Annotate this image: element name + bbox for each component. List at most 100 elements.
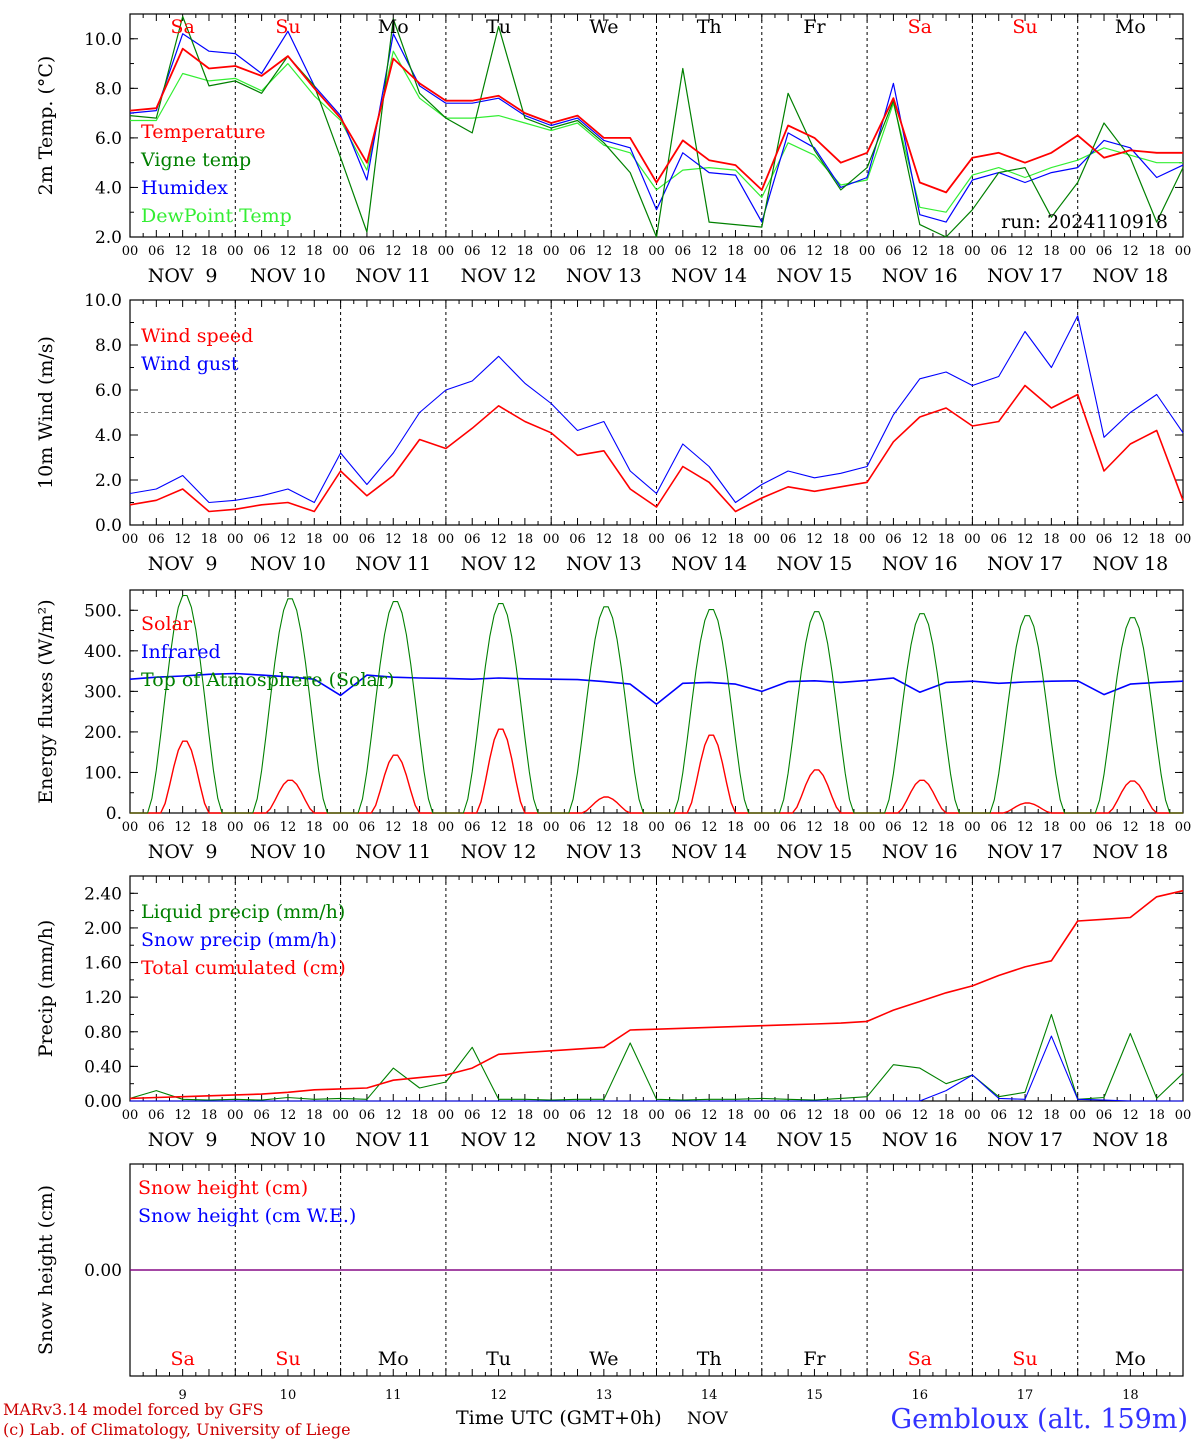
hour-label: 18 xyxy=(833,820,850,835)
date-label: NOV 10 xyxy=(250,553,326,575)
date-label: NOV 18 xyxy=(1092,553,1168,575)
hour-label: 00 xyxy=(122,820,139,835)
date-label: NOV 11 xyxy=(355,841,431,863)
hour-label: 06 xyxy=(1096,1108,1113,1123)
legend-entry: Top of Atmosphere (Solar) xyxy=(141,669,394,691)
hour-label: 18 xyxy=(306,244,323,259)
legend-entry: Vigne temp xyxy=(140,149,251,171)
hour-label: 06 xyxy=(885,820,902,835)
date-label: NOV 13 xyxy=(566,553,642,575)
hour-label: 00 xyxy=(859,532,876,547)
panel-1: 2.0 4.0 6.0 8.0 10.0 2m Temp. (°C) Temperature… xyxy=(35,13,1191,287)
y-tick-label: 0.0 xyxy=(95,516,122,536)
hour-label: 18 xyxy=(517,820,534,835)
legend-entry: Solar xyxy=(141,613,193,635)
hour-label: 06 xyxy=(675,532,692,547)
hour-label: 12 xyxy=(174,1108,191,1123)
hour-label: 18 xyxy=(1148,244,1165,259)
series-line-infrared xyxy=(129,672,1184,706)
hour-label: 06 xyxy=(780,532,797,547)
y-tick-label: 0.80 xyxy=(84,1023,122,1043)
hour-label: 12 xyxy=(701,244,718,259)
hour-label: 18 xyxy=(622,244,639,259)
hour-label: 18 xyxy=(306,820,323,835)
hour-label: 00 xyxy=(648,1108,665,1123)
legend-entry: Snow height (cm) xyxy=(138,1177,308,1199)
hour-label: 18 xyxy=(306,532,323,547)
hour-label: 18 xyxy=(306,1108,323,1123)
hour-label: 06 xyxy=(675,820,692,835)
hour-label: 00 xyxy=(859,244,876,259)
hour-label: 00 xyxy=(648,244,665,259)
hour-label: 18 xyxy=(1043,244,1060,259)
date-label: NOV 12 xyxy=(461,1129,537,1151)
date-label: NOV 15 xyxy=(777,265,853,287)
hour-label: 12 xyxy=(911,1108,928,1123)
legend-entry: Temperature xyxy=(141,121,265,143)
hour-label: 18 xyxy=(727,244,744,259)
hour-label: 00 xyxy=(438,244,455,259)
y-axis-label: 2m Temp. (°C) xyxy=(35,56,57,196)
hour-label: 06 xyxy=(148,532,165,547)
hour-label: 00 xyxy=(1175,1108,1192,1123)
date-label: NOV 18 xyxy=(1092,841,1168,863)
hour-label: 00 xyxy=(543,820,560,835)
y-tick-label: 8.0 xyxy=(95,336,122,356)
hour-label: 18 xyxy=(938,820,955,835)
date-label: NOV 12 xyxy=(461,265,537,287)
series-line-liquid-precip-mm-h xyxy=(129,1013,1184,1101)
hour-label: 00 xyxy=(122,1108,139,1123)
hour-label: 18 xyxy=(1148,532,1165,547)
hour-label: 12 xyxy=(1122,820,1139,835)
hour-label: 00 xyxy=(964,244,981,259)
hour-label: 00 xyxy=(754,1108,771,1123)
legend-entry: Humidex xyxy=(141,177,228,199)
hour-label: 00 xyxy=(543,532,560,547)
hour-label: 12 xyxy=(911,820,928,835)
date-label: NOV 18 xyxy=(1092,1129,1168,1151)
plot-frame xyxy=(129,589,1184,814)
x-axis-title: Time UTC (GMT+0h) xyxy=(456,1407,662,1429)
y-tick-label: 0.00 xyxy=(84,1092,122,1112)
hour-label: 12 xyxy=(174,820,191,835)
hour-label: 18 xyxy=(938,244,955,259)
hour-label: 18 xyxy=(517,244,534,259)
day-number-label: 9 xyxy=(179,1388,187,1403)
date-label: NOV 14 xyxy=(671,553,747,575)
hour-label: 00 xyxy=(438,1108,455,1123)
plot-frame xyxy=(129,13,1184,238)
hour-label: 12 xyxy=(701,1108,718,1123)
hour-label: 12 xyxy=(596,1108,613,1123)
hour-label: 00 xyxy=(438,532,455,547)
date-label: NOV 13 xyxy=(566,1129,642,1151)
hour-label: 12 xyxy=(596,532,613,547)
date-label: NOV 13 xyxy=(566,265,642,287)
hour-label: 18 xyxy=(411,1108,428,1123)
day-of-week-label: We xyxy=(589,16,618,38)
hour-label: 18 xyxy=(517,532,534,547)
date-label: NOV 12 xyxy=(461,553,537,575)
day-of-week-label: We xyxy=(589,1348,618,1370)
date-label: NOV 9 xyxy=(148,1129,218,1151)
day-number-label: 12 xyxy=(490,1388,507,1403)
date-label: NOV 11 xyxy=(355,553,431,575)
hour-label: 18 xyxy=(201,532,218,547)
hour-label: 00 xyxy=(543,1108,560,1123)
date-label: NOV 17 xyxy=(987,553,1063,575)
legend-entry: Snow height (cm W.E.) xyxy=(138,1205,356,1227)
y-tick-label: 6.0 xyxy=(95,381,122,401)
hour-label: 00 xyxy=(227,1108,244,1123)
y-tick-label: 4.0 xyxy=(95,178,122,198)
hour-label: 00 xyxy=(1069,244,1086,259)
hour-label: 18 xyxy=(201,1108,218,1123)
day-of-week-label: Mo xyxy=(1115,16,1146,38)
hour-label: 06 xyxy=(675,1108,692,1123)
hour-label: 18 xyxy=(1043,820,1060,835)
hour-label: 18 xyxy=(1148,1108,1165,1123)
hour-label: 12 xyxy=(1017,1108,1034,1123)
y-tick-label: 1.20 xyxy=(84,988,122,1008)
hour-label: 06 xyxy=(1096,532,1113,547)
hour-label: 06 xyxy=(990,532,1007,547)
model-credit: MARv3.14 model forced by GFS xyxy=(3,1400,264,1419)
